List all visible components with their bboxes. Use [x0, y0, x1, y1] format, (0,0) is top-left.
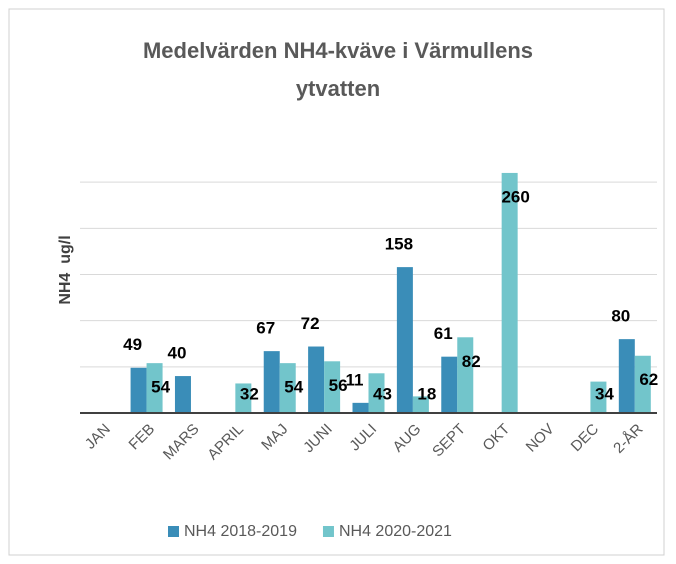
data-label: 11 [346, 370, 364, 389]
data-label: 32 [240, 384, 259, 403]
data-label: 54 [284, 378, 303, 397]
bar [368, 373, 385, 413]
bar [457, 337, 474, 413]
legend-label: NH4 2020-2021 [339, 523, 452, 540]
bar [396, 267, 413, 413]
data-label: 158 [385, 235, 413, 254]
bar [279, 363, 296, 413]
data-label: 80 [611, 307, 630, 326]
data-label: 43 [373, 384, 392, 403]
bar [130, 367, 147, 413]
bar [412, 396, 429, 413]
data-label: 49 [123, 335, 142, 354]
data-label: 61 [434, 324, 453, 343]
data-label: 40 [168, 344, 187, 363]
bar [634, 355, 651, 413]
data-label: 72 [301, 314, 320, 333]
bar [590, 381, 607, 413]
chart-frame [8, 8, 665, 556]
data-label: 54 [151, 378, 170, 397]
bar [308, 346, 325, 413]
bar [263, 351, 280, 413]
bar [352, 402, 369, 413]
legend-label: NH4 2018-2019 [184, 523, 297, 540]
bar [235, 383, 252, 413]
bar [146, 363, 163, 413]
data-label: 56 [329, 376, 348, 395]
data-label: 18 [417, 384, 436, 403]
y-axis-label: NH4 ug/l [57, 235, 74, 304]
data-label: 82 [462, 352, 481, 371]
legend-swatch [322, 526, 334, 537]
data-label: 62 [639, 370, 658, 389]
bar [618, 339, 635, 413]
legend-swatch [168, 526, 179, 537]
bar [441, 356, 458, 413]
data-label: 260 [501, 187, 529, 206]
bar [174, 376, 191, 413]
bar [501, 172, 518, 413]
data-label: 67 [256, 319, 275, 338]
bar [324, 361, 341, 413]
data-label: 34 [595, 384, 614, 403]
chart-title: Medelvärden NH4-kväve i Värmullens ytvat… [142, 38, 534, 101]
